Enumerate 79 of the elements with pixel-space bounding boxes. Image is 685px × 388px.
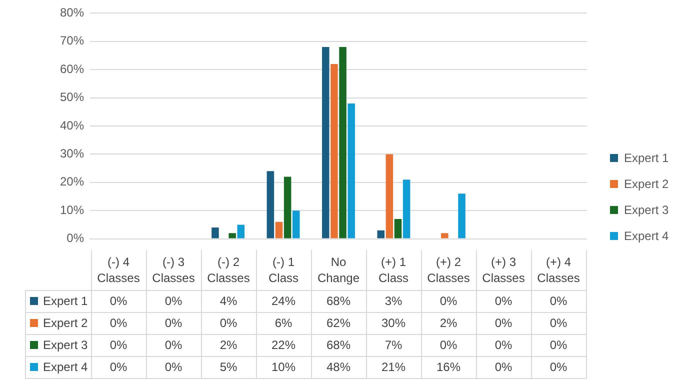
data-label: 30%: [366, 312, 421, 334]
text: Expert 4: [43, 360, 88, 374]
data-label: 6%: [256, 312, 311, 334]
bar: [266, 171, 274, 238]
bar: [339, 47, 346, 238]
bar: [292, 210, 300, 238]
data-label: 5%: [201, 356, 256, 378]
data-label: 0%: [476, 290, 531, 312]
y-tick-label: 0%: [66, 231, 84, 246]
data-label: 0%: [91, 312, 146, 334]
data-label: 0%: [531, 290, 586, 312]
text: Expert 3: [624, 203, 669, 217]
y-tick-label: 70%: [60, 34, 84, 48]
data-label: 2%: [201, 334, 256, 356]
legend-label: Expert 2: [624, 177, 669, 191]
data-label: 0%: [201, 312, 256, 334]
data-label: 0%: [531, 334, 586, 356]
data-label: 21%: [366, 356, 421, 378]
y-tick-label: 10%: [60, 202, 84, 217]
x-tick-label: (-) 1 Class: [256, 250, 311, 290]
data-label: 0%: [531, 312, 586, 334]
x-tick-label: (+) 1 Class: [366, 250, 421, 290]
bar: [237, 224, 245, 238]
legend-label: Expert 3: [26, 334, 91, 356]
data-label: 0%: [91, 290, 146, 312]
data-label: 48%: [311, 356, 366, 378]
data-label: 0%: [476, 334, 531, 356]
legend-label: Expert 1: [26, 290, 91, 312]
data-label: 68%: [311, 334, 366, 356]
bar: [348, 103, 355, 238]
data-label: 0%: [146, 334, 201, 356]
data-label: 68%: [311, 290, 366, 312]
text: Expert 2: [43, 316, 88, 330]
bar: [275, 222, 283, 238]
bar: [458, 194, 466, 238]
bar: [330, 64, 338, 238]
x-tick-label: (-) 2 Classes: [201, 250, 256, 290]
bar: [322, 47, 330, 238]
legend-label: Expert 4: [624, 229, 669, 243]
data-label: 0%: [476, 356, 531, 378]
data-label: 62%: [311, 312, 366, 334]
data-label: 0%: [146, 356, 201, 378]
data-label: 2%: [421, 312, 476, 334]
x-tick-label: (-) 4 Classes: [91, 250, 146, 290]
x-tick-label: No Change: [311, 250, 366, 290]
bar: [441, 233, 448, 238]
text: Expert 1: [624, 151, 669, 165]
data-label: 0%: [476, 312, 531, 334]
y-tick-label: 20%: [60, 174, 84, 189]
bar: [228, 233, 236, 238]
data-label: 7%: [366, 334, 421, 356]
data-label: 0%: [421, 334, 476, 356]
y-tick-label: 60%: [60, 62, 84, 76]
data-label: 10%: [256, 356, 311, 378]
data-label: 0%: [91, 356, 146, 378]
data-label: 0%: [146, 290, 201, 312]
x-tick-label: (+) 4 Classes: [531, 250, 586, 290]
x-tick-label: (+) 3 Classes: [476, 250, 531, 290]
data-label: 22%: [256, 334, 311, 356]
x-tick-label: (-) 3 Classes: [146, 250, 201, 290]
data-label: 0%: [421, 290, 476, 312]
bar: [212, 228, 219, 238]
y-tick-label: 30%: [60, 146, 84, 161]
data-label: 0%: [146, 312, 201, 334]
y-tick-label: 80%: [60, 6, 84, 20]
bar: [377, 230, 385, 238]
bar: [284, 176, 292, 238]
x-tick-label: (+) 2 Classes: [421, 250, 476, 290]
data-label: 4%: [201, 290, 256, 312]
data-label: 3%: [366, 290, 421, 312]
data-label: 0%: [91, 334, 146, 356]
y-tick-label: 40%: [60, 118, 84, 132]
bar: [402, 180, 410, 238]
data-label: 16%: [421, 356, 476, 378]
data-label: 0%: [531, 356, 586, 378]
data-label: 24%: [256, 290, 311, 312]
y-tick-label: 50%: [60, 90, 84, 104]
bar: [386, 154, 394, 238]
bar: [394, 219, 402, 238]
